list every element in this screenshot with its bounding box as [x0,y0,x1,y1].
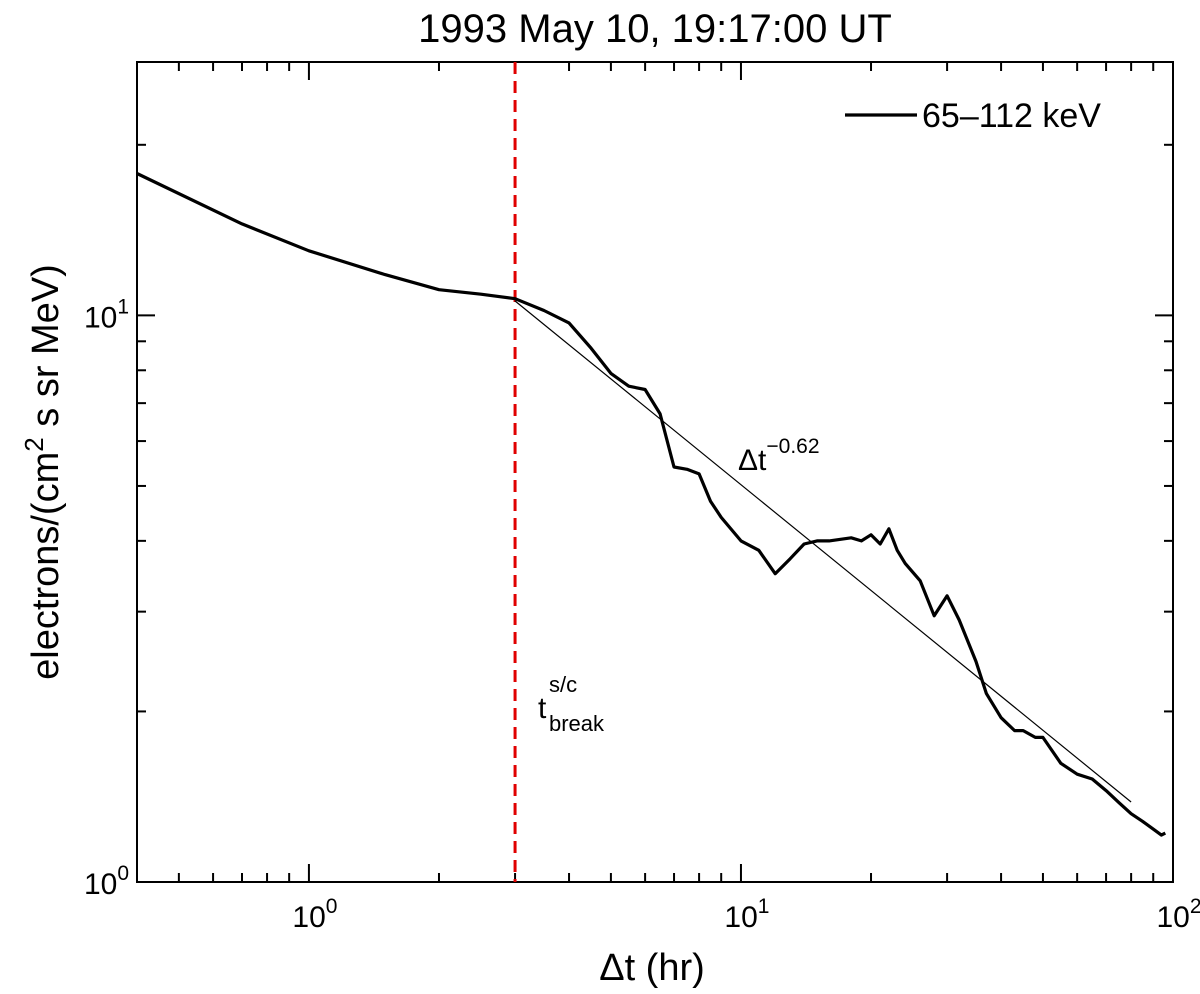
y-tick-label: 100 [84,862,129,901]
y-tick-label: 101 [84,295,129,334]
plot-frame [136,61,1174,883]
y-axis-label: electrons/(cm2 s sr MeV) [19,264,67,680]
x-tick-label: 100 [292,895,337,934]
y-axis-label-after: s sr MeV) [25,264,67,437]
break-label-main: t [538,692,547,725]
break-label: t [538,692,547,725]
fit-label-base: Δt [738,444,767,477]
legend-label: 65–112 keV [922,97,1101,135]
tick-labels: 100 101 102 100 101 [84,295,1200,934]
x-tick-label: 102 [1156,895,1200,934]
chart-title: 1993 May 10, 19:17:00 UT [418,7,892,51]
x-tick-label: 101 [724,895,769,934]
fit-label: Δt−0.62 [738,435,820,477]
fit-line [514,300,1132,803]
break-label-sup: s/c [549,672,577,697]
fit-label-exponent: −0.62 [766,435,819,458]
break-label-sub: break [549,711,605,736]
y-axis-label-before: electrons/(cm [25,452,67,680]
axis-ticks [136,62,1174,883]
y-axis-label-sup: 2 [19,437,49,451]
x-axis-label: Δt (hr) [599,947,705,989]
series-line-65-112-kev [136,172,1167,837]
